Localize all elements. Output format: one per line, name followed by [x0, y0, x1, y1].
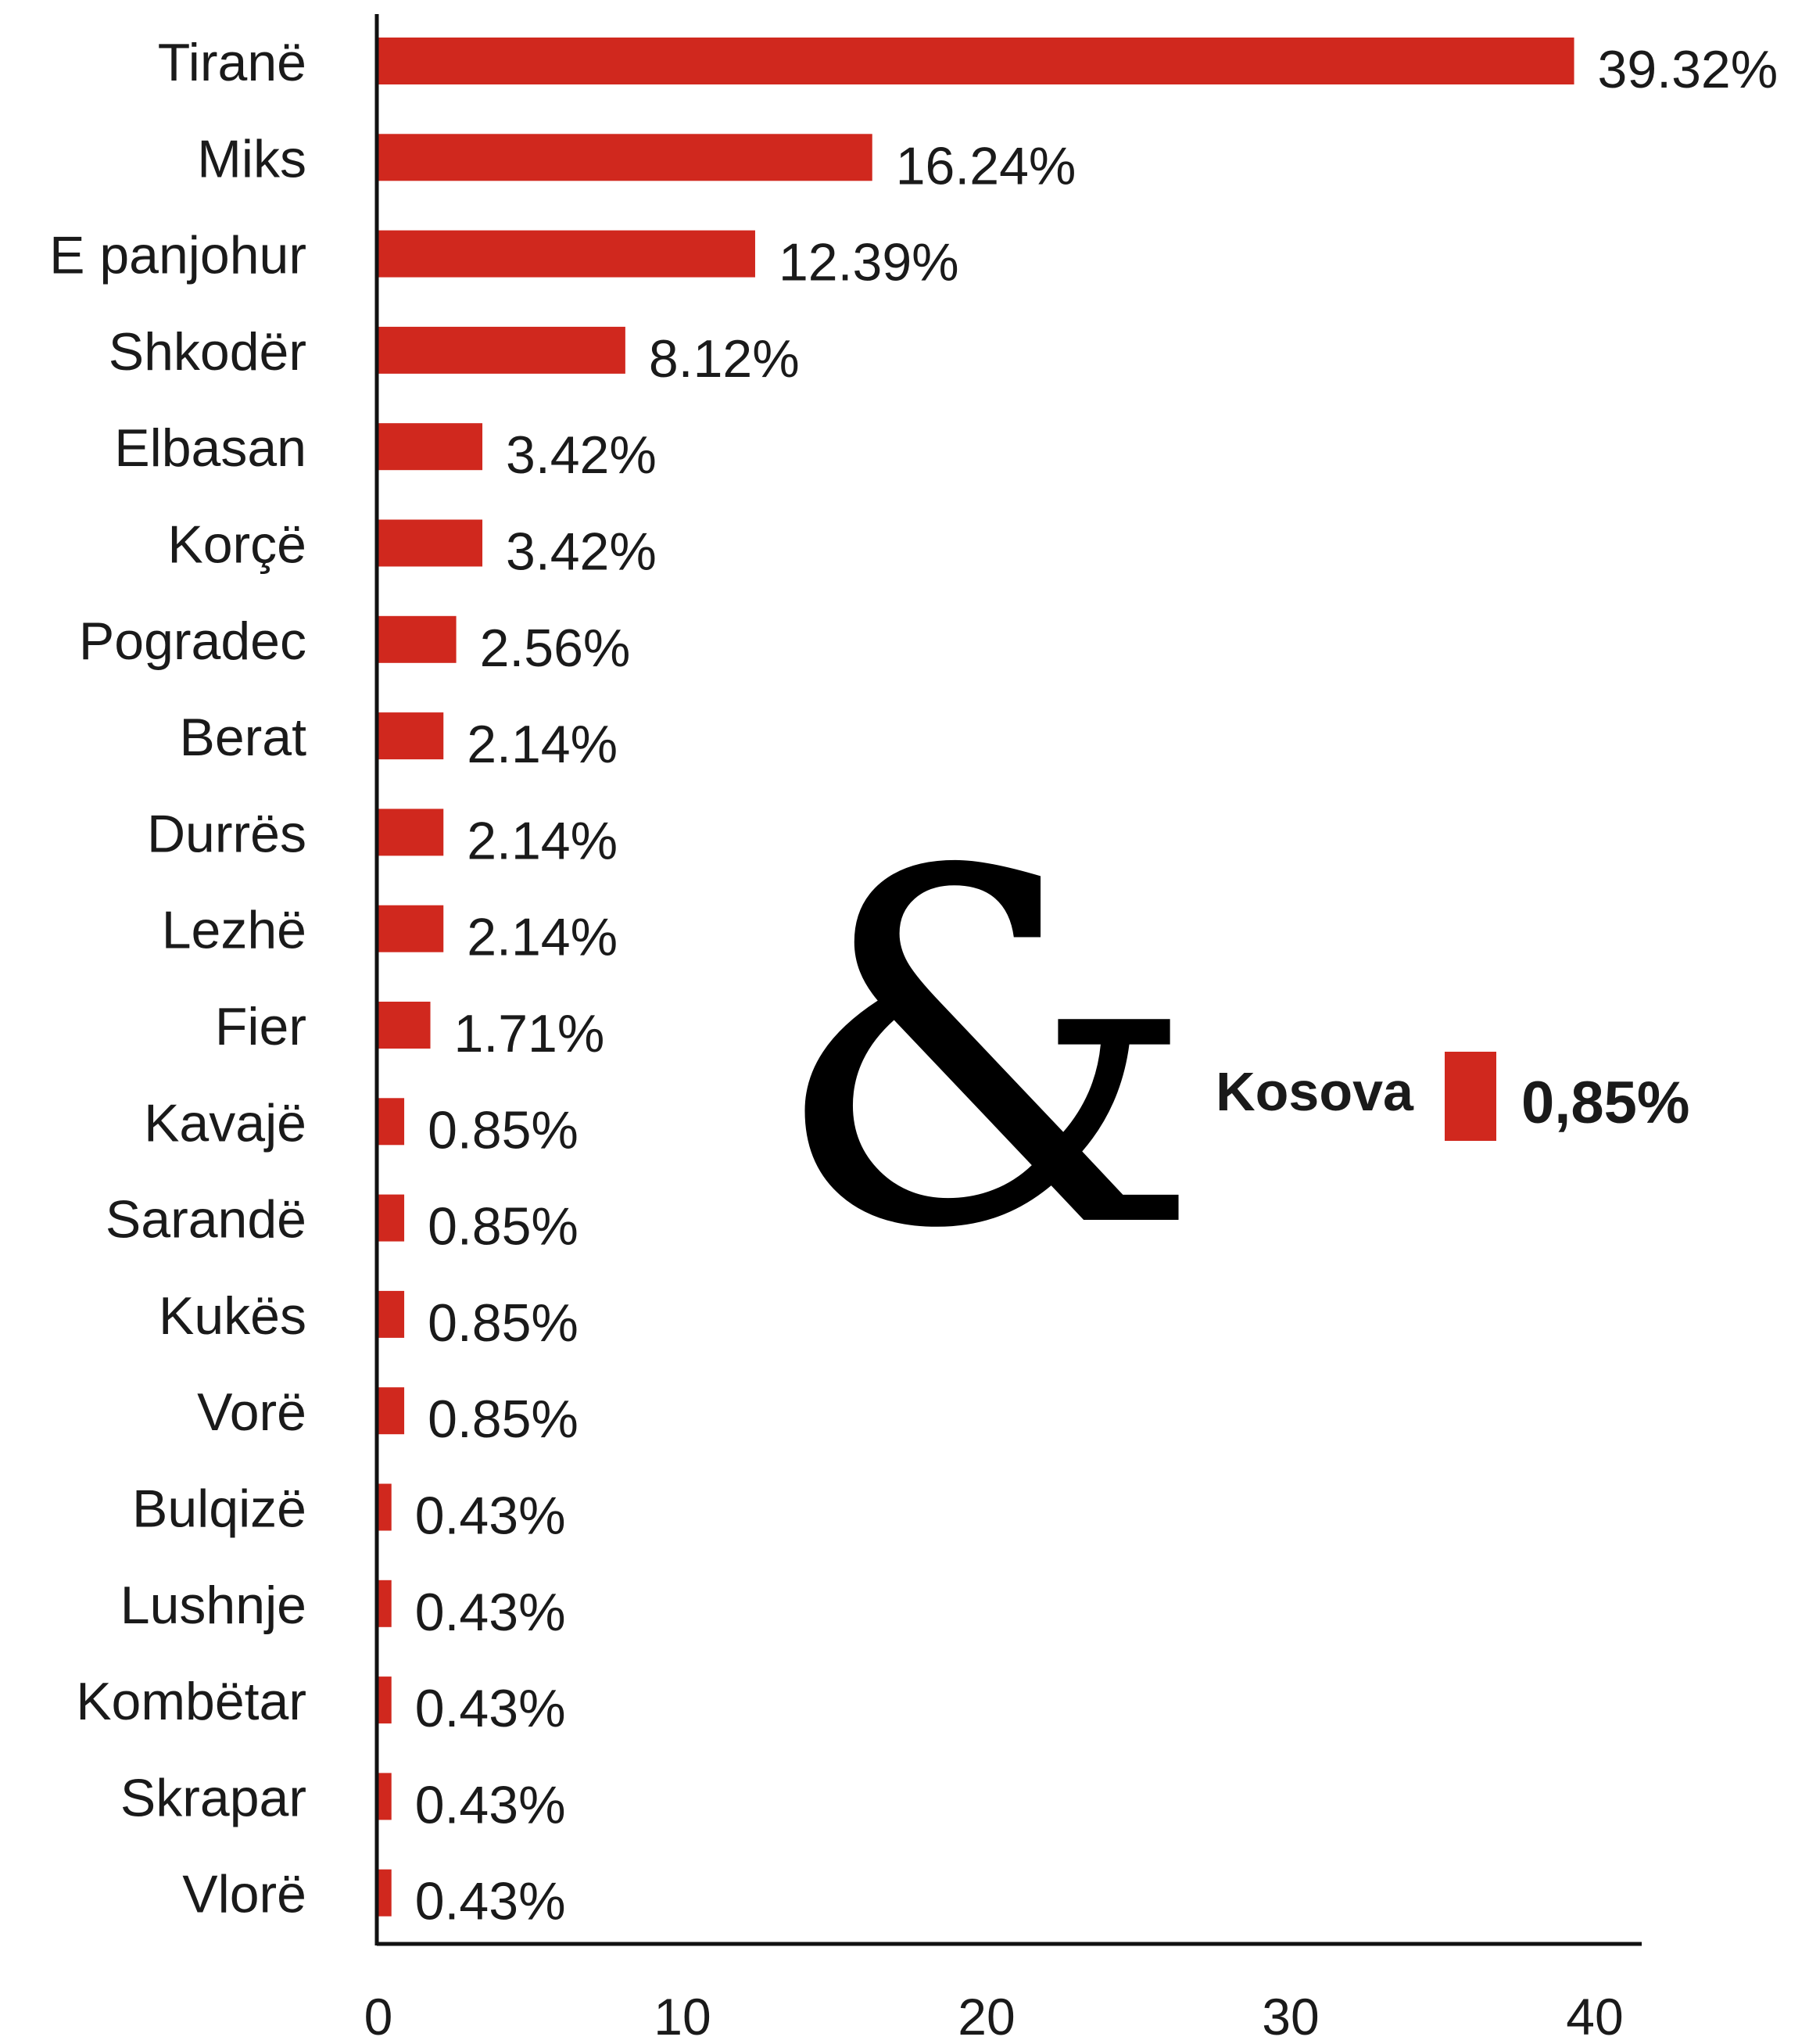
value-labels: 39.32% 16.24% 12.39% 8.12% 3.42% 3.42% 2.56% 2.…	[415, 40, 1778, 1931]
category-label-9: Lezhë	[162, 901, 306, 960]
category-label-16: Lushnje	[120, 1576, 306, 1635]
value-label-19: 0.43%	[415, 1872, 566, 1931]
category-label-11: Kavajë	[144, 1093, 306, 1153]
category-label-14: Vorë	[197, 1382, 306, 1442]
kosova-label: Kosova	[1216, 1061, 1414, 1122]
category-label-12: Sarandë	[106, 1190, 306, 1250]
bar-14	[378, 1387, 405, 1435]
value-label-5: 3.42%	[506, 522, 657, 582]
bar-17	[378, 1676, 392, 1724]
value-label-17: 0.43%	[415, 1679, 566, 1738]
kosova-value: 0,85%	[1521, 1070, 1690, 1136]
bar-1	[378, 134, 872, 181]
value-label-6: 2.56%	[480, 619, 631, 678]
bar-9	[378, 905, 444, 952]
value-label-0: 39.32%	[1598, 40, 1779, 99]
value-label-10: 1.71%	[454, 1004, 605, 1063]
value-label-14: 0.85%	[428, 1390, 579, 1449]
category-label-6: Pogradec	[79, 611, 306, 671]
bar-11	[378, 1098, 405, 1146]
value-label-7: 2.14%	[467, 715, 618, 774]
bar-5	[378, 519, 483, 567]
category-label-19: Vlorë	[182, 1865, 306, 1924]
category-label-1: Miks	[197, 129, 306, 188]
value-label-8: 2.14%	[467, 811, 618, 870]
category-label-17: Kombëtar	[76, 1672, 306, 1731]
value-label-3: 8.12%	[649, 329, 800, 389]
value-label-1: 16.24%	[896, 136, 1076, 195]
bar-3	[378, 326, 625, 374]
x-tick-labels: 0 10 20 30 40	[364, 1988, 1624, 2044]
x-tick-label-2: 20	[958, 1988, 1015, 2044]
value-label-12: 0.85%	[428, 1197, 579, 1257]
category-labels: Tiranë Miks E panjohur Shkodër Elbasan Korçë P…	[49, 33, 306, 1924]
category-label-3: Shkodër	[109, 322, 306, 382]
x-tick-label-0: 0	[364, 1988, 393, 2044]
category-label-8: Durrës	[147, 804, 306, 863]
bar-0	[378, 38, 1574, 84]
bar-10	[378, 1002, 431, 1049]
category-label-5: Korçë	[167, 515, 306, 575]
category-label-18: Skrapar	[120, 1768, 306, 1827]
bar-6	[378, 615, 457, 663]
value-label-16: 0.43%	[415, 1583, 566, 1642]
category-label-0: Tiranë	[158, 33, 306, 92]
bar-13	[378, 1290, 405, 1338]
value-label-13: 0.85%	[428, 1293, 579, 1353]
value-label-11: 0.85%	[428, 1100, 579, 1160]
kosova-bar	[1445, 1052, 1496, 1141]
bar-4	[378, 423, 483, 471]
bar-8	[378, 809, 444, 856]
category-label-7: Berat	[179, 708, 306, 767]
category-label-4: Elbasan	[114, 418, 306, 478]
x-tick-label-4: 40	[1566, 1988, 1623, 2044]
bar-16	[378, 1580, 392, 1627]
value-label-4: 3.42%	[506, 425, 657, 485]
ampersand-symbol: &	[770, 771, 1202, 1335]
bar-19	[378, 1869, 392, 1917]
bars-group	[378, 38, 1574, 1917]
bar-12	[378, 1194, 405, 1242]
category-label-10: Fier	[215, 997, 306, 1056]
x-tick-label-1: 10	[654, 1988, 711, 2044]
bar-15	[378, 1483, 392, 1531]
bar-2	[378, 230, 755, 278]
category-label-2: E panjohur	[49, 226, 306, 285]
x-tick-label-3: 30	[1262, 1988, 1319, 2044]
category-label-15: Bulqizë	[132, 1479, 306, 1539]
bar-7	[378, 712, 444, 760]
value-label-18: 0.43%	[415, 1775, 566, 1834]
category-label-13: Kukës	[159, 1286, 306, 1346]
value-label-9: 2.14%	[467, 908, 618, 967]
value-label-15: 0.43%	[415, 1486, 566, 1546]
bar-18	[378, 1773, 392, 1820]
value-label-2: 12.39%	[779, 233, 959, 292]
